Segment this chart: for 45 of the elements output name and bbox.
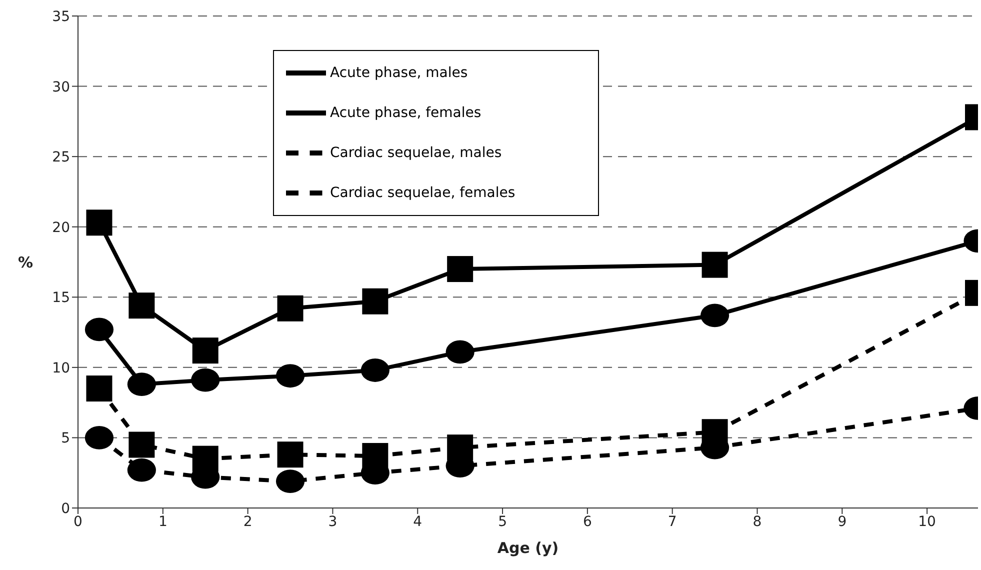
legend-label: Cardiac sequelae, males — [330, 144, 502, 161]
point — [127, 458, 156, 482]
point — [128, 292, 155, 319]
x-tick-label: 1 — [158, 514, 168, 530]
y-tick-label: 35 — [52, 8, 70, 25]
point — [84, 426, 114, 450]
x-tick-label: 9 — [838, 514, 847, 530]
y-tick-label: 25 — [52, 150, 70, 166]
legend-label: Cardiac sequelae, females — [330, 184, 516, 201]
x-tick-label: 3 — [328, 514, 338, 530]
point — [86, 210, 112, 236]
point — [128, 432, 155, 458]
x-tick-label: 10 — [918, 514, 936, 530]
y-tick-label: 15 — [52, 290, 70, 306]
y-tick-label: 10 — [52, 360, 70, 376]
point — [277, 295, 304, 322]
y-axis-title: % — [18, 253, 34, 272]
x-tick-label: 7 — [668, 514, 677, 530]
point — [86, 376, 112, 402]
legend-label: Acute phase, females — [330, 104, 482, 121]
y-tick-label: 30 — [52, 79, 70, 96]
x-tick-label: 5 — [498, 514, 507, 530]
x-tick-label: 6 — [582, 514, 592, 530]
point — [276, 470, 305, 493]
point — [276, 364, 305, 388]
point — [84, 318, 114, 342]
point — [277, 442, 304, 468]
point — [191, 368, 220, 392]
point — [360, 358, 390, 382]
x-tick-label: 0 — [74, 514, 82, 530]
point — [700, 304, 730, 328]
x-tick-label: 8 — [752, 514, 762, 530]
y-tick-label: 0 — [61, 500, 70, 517]
point — [362, 288, 388, 314]
point — [446, 340, 474, 364]
point — [447, 256, 474, 282]
legend-label: Acute phase, males — [330, 64, 468, 81]
x-tick-label: 4 — [413, 514, 422, 530]
y-tick-label: 20 — [52, 220, 70, 236]
x-tick-label: 2 — [243, 514, 252, 530]
point — [702, 252, 728, 278]
y-tick-label: 5 — [61, 430, 70, 447]
point — [192, 338, 218, 364]
x-axis-title: Age (y) — [497, 539, 559, 557]
point — [127, 372, 156, 396]
